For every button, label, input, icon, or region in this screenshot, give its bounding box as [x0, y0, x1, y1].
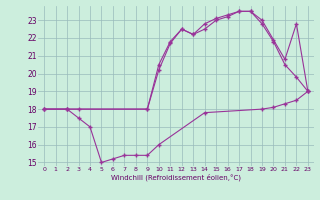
X-axis label: Windchill (Refroidissement éolien,°C): Windchill (Refroidissement éolien,°C) [111, 174, 241, 181]
